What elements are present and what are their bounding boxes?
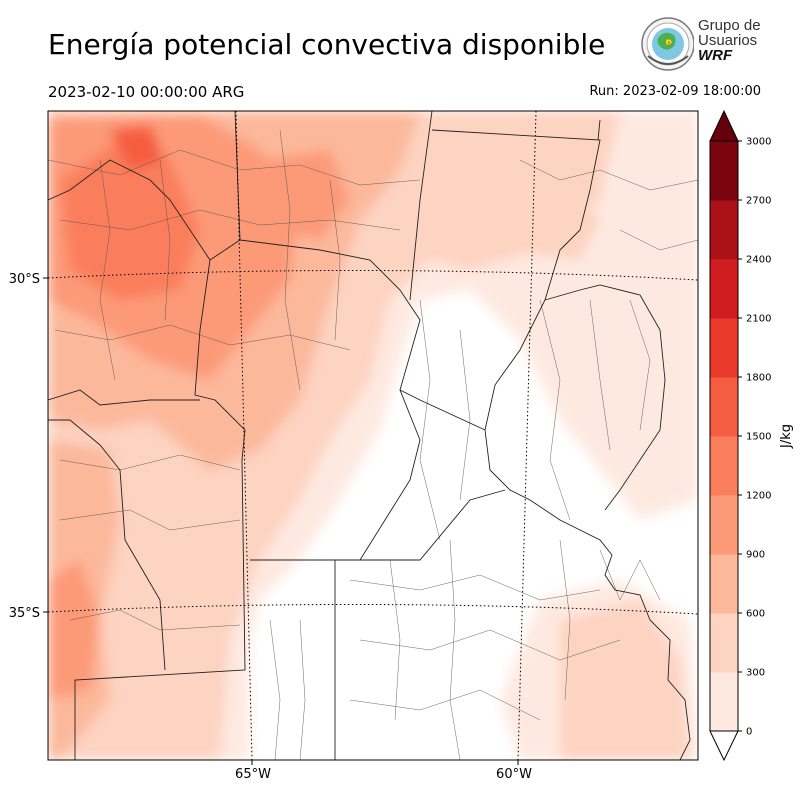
colorbar-segment	[710, 318, 738, 378]
map-title: Energía potencial convectiva disponible	[48, 28, 606, 61]
colorbar-tick-label: 1500	[746, 432, 771, 443]
colorbar-tick-label: 300	[746, 668, 765, 679]
graticule	[48, 111, 698, 760]
colorbar-over-extension	[709, 109, 739, 142]
colorbar-tick-label: 0	[746, 727, 752, 738]
colorbar-unit-label: J/kg	[779, 424, 794, 449]
colorbar-tick-label: 2700	[746, 196, 771, 207]
colorbar: 0 300 600 900 1200 1500 1800 2100 2400 2700 3000	[709, 109, 771, 762]
lat-label-30s: 30°S	[9, 272, 40, 287]
colorbar-tick-label: 2400	[746, 255, 771, 266]
logo-line-3: WRF	[698, 47, 733, 64]
globe-seal-icon	[641, 17, 695, 71]
cape-field	[48, 111, 698, 760]
colorbar-segment	[710, 436, 738, 496]
logo-line-2: Usuarios	[698, 32, 758, 49]
colorbar-under-extension	[709, 730, 739, 762]
lon-label-60w: 60°W	[496, 767, 532, 782]
colorbar-segment	[710, 495, 738, 555]
colorbar-segment	[710, 259, 738, 319]
colorbar-tick-label: 3000	[746, 137, 771, 148]
colorbar-tick-label: 1200	[746, 491, 771, 502]
colorbar-segment	[710, 613, 738, 673]
lon-label-65w: 65°W	[235, 767, 271, 782]
colorbar-tick-label: 600	[746, 609, 765, 620]
colorbar-segment	[710, 672, 738, 732]
colorbar-segment	[710, 141, 738, 201]
colorbar-tick-label: 2100	[746, 314, 771, 325]
wrf-group-logo: Grupo de Usuarios WRF	[638, 16, 762, 72]
colorbar-segment	[710, 554, 738, 614]
valid-time: 2023-02-10 00:00:00 ARG	[48, 83, 245, 101]
boundaries	[48, 111, 698, 760]
run-time: Run: 2023-02-09 18:00:00	[589, 84, 761, 99]
map-frame	[47, 110, 699, 761]
colorbar-tick-label: 900	[746, 550, 765, 561]
colorbar-segment	[710, 377, 738, 437]
colorbar-tick-label: 1800	[746, 373, 771, 384]
colorbar-segment	[710, 200, 738, 260]
lat-label-35s: 35°S	[9, 606, 40, 621]
logo-line-1: Grupo de	[698, 17, 761, 34]
